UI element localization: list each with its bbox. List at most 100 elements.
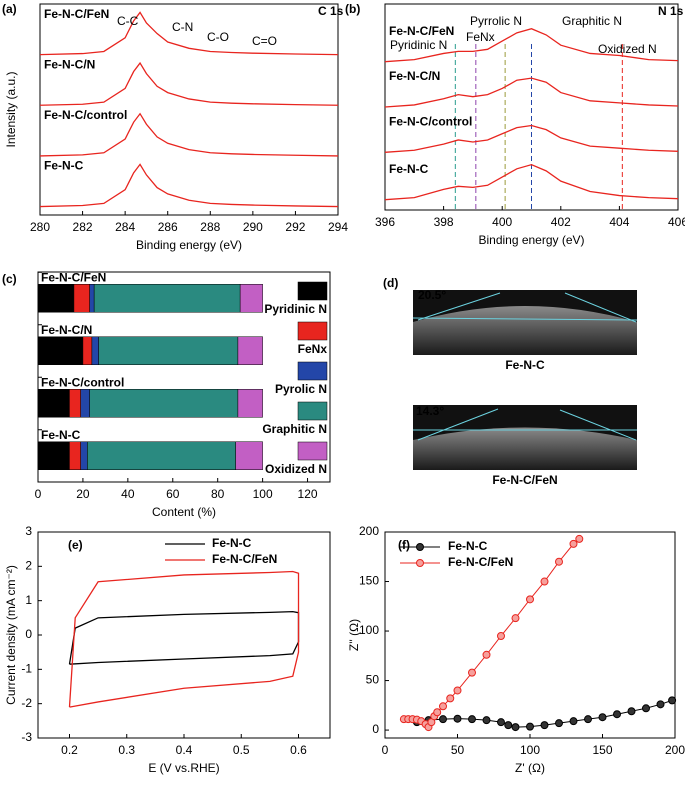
y-tick-label: -1: [21, 662, 32, 676]
legend-swatch: [297, 401, 328, 421]
legend-label: Pyrolic N: [275, 382, 327, 396]
point: [627, 707, 636, 716]
series-line: [68, 611, 300, 665]
point: [526, 722, 534, 731]
angle-label: 14.3°: [416, 404, 444, 418]
x-tick-label: 0.3: [118, 743, 135, 757]
point: [598, 713, 607, 722]
annotation: Graphitic N: [562, 14, 622, 28]
x-tick-label: 0.6: [290, 743, 307, 757]
x-tick-label: 402: [551, 215, 571, 229]
bar-segment: [80, 441, 88, 470]
series-line: [39, 61, 339, 106]
bar-segment: [237, 336, 263, 365]
x-axis-label: E (V vs.RHE): [148, 761, 219, 775]
x-tick-label: 398: [434, 215, 454, 229]
x-tick-label: 282: [73, 220, 93, 234]
bar-segment: [87, 441, 236, 470]
legend-marker: [416, 543, 424, 551]
annotation: N 1s: [658, 4, 684, 18]
x-axis-label: Z' (Ω): [515, 761, 545, 775]
series-line: [384, 124, 679, 153]
annotation: C-O: [207, 30, 229, 44]
y-axis-label: Z'' (Ω): [347, 619, 361, 651]
legend-label: Graphitic N: [262, 422, 327, 436]
y-tick-label: 100: [359, 623, 379, 637]
point: [584, 715, 592, 724]
point: [613, 710, 621, 719]
series-label: Fe-N-C/N: [389, 69, 440, 83]
point: [504, 721, 513, 730]
point: [511, 723, 520, 732]
y-tick-label: 200: [359, 524, 379, 538]
x-tick-label: 288: [200, 220, 220, 234]
y-tick-label: 1: [25, 593, 32, 607]
category-label: Fe-N-C/N: [41, 323, 92, 337]
y-tick-label: 50: [366, 673, 380, 687]
series-label: Fe-N-C: [44, 159, 84, 173]
x-tick-label: 200: [665, 743, 685, 757]
series-line: [39, 11, 339, 56]
series-label: Fe-N-C: [389, 162, 429, 176]
series-label: Fe-N-C/FeN: [44, 7, 109, 21]
x-tick-label: 400: [492, 215, 512, 229]
point: [439, 715, 447, 724]
annotation: Oxidized N: [598, 42, 657, 56]
point: [526, 595, 534, 604]
x-axis-label: Binding energy (eV): [136, 238, 242, 252]
series-line: [384, 28, 679, 63]
series-line: [39, 112, 339, 157]
bar-segment: [235, 441, 263, 470]
tangent: [564, 292, 637, 323]
annotation: C-N: [172, 20, 193, 34]
series-label: Fe-N-C/N: [44, 57, 95, 71]
legend-marker: [416, 559, 424, 567]
image-caption: Fe-N-C: [505, 358, 545, 372]
bar-segment: [89, 389, 239, 418]
y-tick-label: 0: [372, 722, 379, 736]
legend-label: Pyridinic N: [264, 302, 327, 316]
x-tick-label: 0.5: [233, 743, 250, 757]
x-tick-label: 284: [115, 220, 135, 234]
series-line: [384, 163, 679, 201]
droplet: [413, 427, 637, 470]
x-tick-label: 286: [158, 220, 178, 234]
y-axis-label: Intensity (a.u.): [4, 71, 18, 147]
x-tick-label: 80: [211, 487, 225, 501]
category-label: Fe-N-C/FeN: [41, 270, 106, 284]
x-tick-label: 40: [121, 487, 135, 501]
panel-label: (d): [383, 276, 398, 290]
series-line: [39, 163, 339, 208]
point: [555, 557, 563, 566]
panel-label: (c): [2, 272, 17, 286]
point: [468, 668, 476, 677]
image-caption: Fe-N-C/FeN: [492, 473, 557, 487]
bar-segment: [82, 336, 93, 365]
legend-label: Oxidized N: [265, 462, 327, 476]
annotation: C-C: [117, 14, 139, 28]
x-tick-label: 396: [375, 215, 395, 229]
x-tick-label: 50: [451, 743, 465, 757]
point: [656, 700, 665, 709]
point: [453, 686, 462, 695]
bar-segment: [73, 284, 90, 313]
legend-label: FeNx: [298, 342, 328, 356]
annotation: C 1s: [318, 4, 344, 18]
annotation: C=O: [252, 34, 277, 48]
point: [497, 631, 505, 640]
bar-segment: [37, 284, 75, 313]
x-tick-label: 404: [609, 215, 629, 229]
y-tick-label: 3: [25, 524, 32, 538]
bar-segment: [37, 441, 70, 470]
bar-segment: [37, 389, 70, 418]
angle-label: 20.5°: [418, 288, 446, 302]
point: [569, 539, 578, 548]
x-tick-label: 294: [328, 220, 348, 234]
bar-segment: [239, 284, 263, 313]
bar-segment: [91, 336, 99, 365]
annotation: Pyrrolic N: [470, 14, 522, 28]
bar-segment: [69, 441, 81, 470]
y-tick-label: 2: [25, 559, 32, 573]
contact-angle-image: 14.3°: [413, 404, 637, 470]
x-tick-label: 0.2: [61, 743, 78, 757]
